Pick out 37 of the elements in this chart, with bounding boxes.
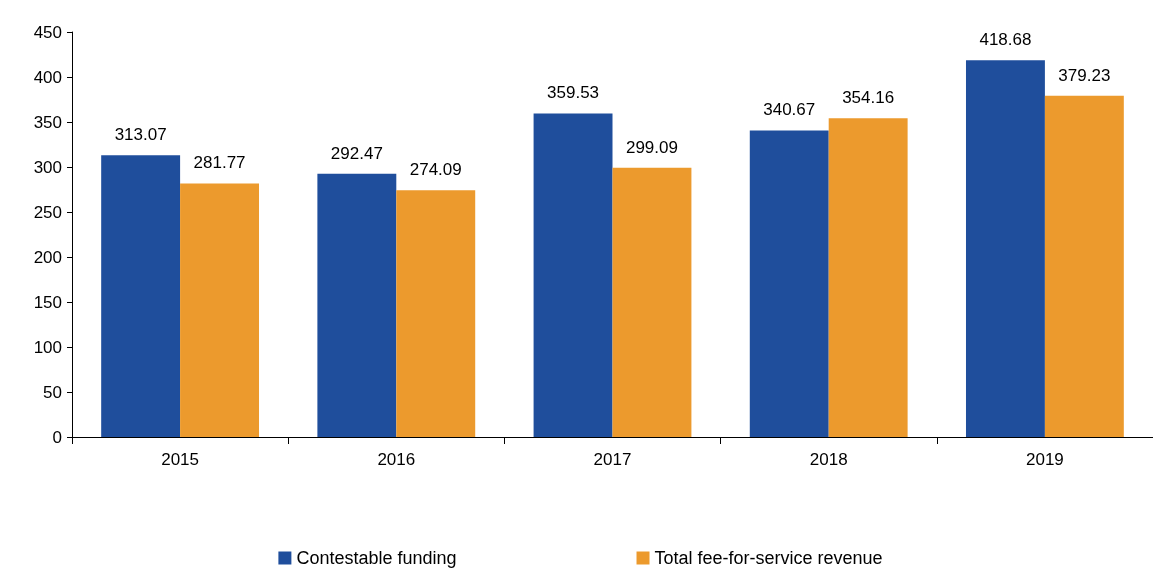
data-label: 274.09 (409, 160, 462, 180)
bar (101, 155, 181, 437)
bar (396, 190, 476, 437)
bar (965, 60, 1045, 437)
y-tick-label: 200 (33, 247, 62, 267)
y-tick-label: 50 (43, 382, 62, 402)
data-label: 292.47 (330, 143, 383, 163)
bar (749, 130, 829, 437)
y-tick-label: 350 (33, 112, 62, 132)
x-tick-label: 2017 (593, 450, 632, 469)
data-label: 379.23 (1058, 65, 1111, 85)
x-tick-label: 2015 (161, 450, 200, 469)
bar (1044, 95, 1124, 437)
bar (317, 173, 397, 437)
data-label: 354.16 (842, 88, 895, 108)
bar (180, 183, 260, 437)
bar (533, 113, 613, 437)
y-tick-label: 100 (33, 337, 62, 357)
data-label: 313.07 (114, 125, 167, 145)
legend-label: Contestable funding (296, 548, 457, 568)
x-tick-label: 2016 (377, 450, 416, 469)
y-tick-label: 450 (33, 22, 62, 42)
data-label: 340.67 (763, 100, 816, 120)
y-tick-label: 0 (52, 427, 62, 447)
x-tick-label: 2019 (1025, 450, 1064, 469)
bar (612, 167, 692, 437)
x-tick-label: 2018 (809, 450, 848, 469)
data-label: 359.53 (547, 83, 600, 103)
y-tick-label: 400 (33, 67, 62, 87)
bar (828, 118, 908, 437)
y-tick-label: 300 (33, 157, 62, 177)
data-label: 418.68 (979, 30, 1032, 50)
data-label: 281.77 (193, 153, 246, 173)
y-tick-label: 250 (33, 202, 62, 222)
y-tick-label: 150 (33, 292, 62, 312)
data-label: 299.09 (625, 137, 678, 157)
legend-label: Total fee-for-service revenue (654, 548, 883, 568)
